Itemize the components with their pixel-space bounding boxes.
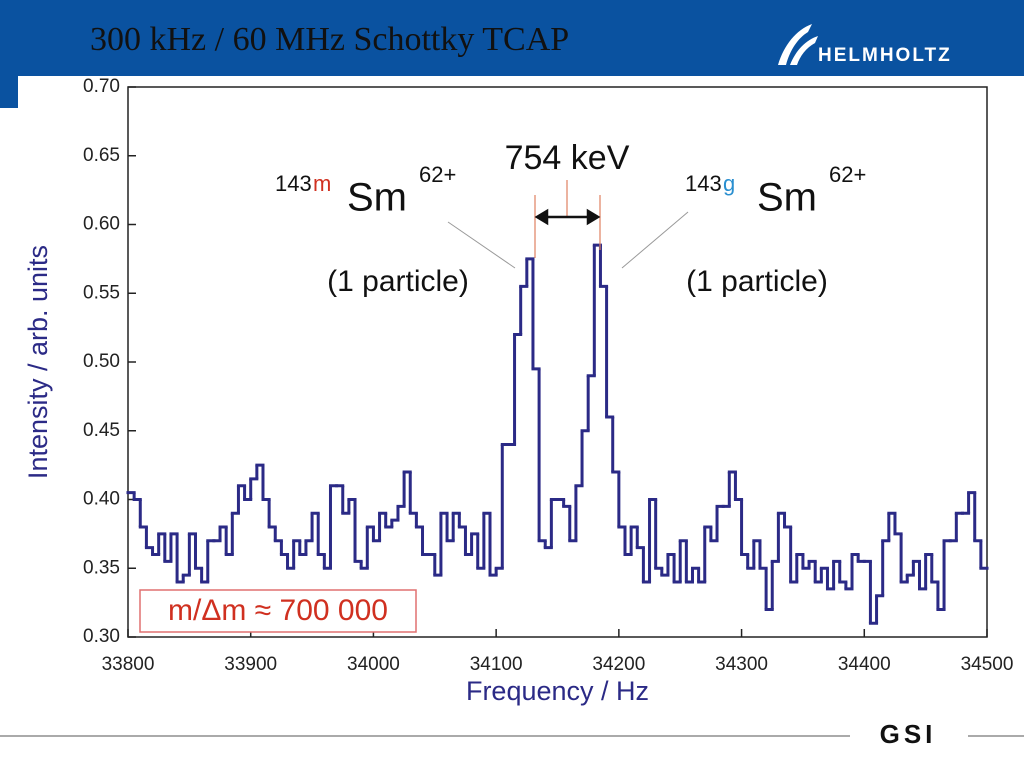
separation-label: 754 keV bbox=[505, 139, 630, 177]
y-tick-label: 0.50 bbox=[83, 351, 120, 372]
y-tick-label: 0.65 bbox=[83, 145, 120, 166]
x-tick-label: 34300 bbox=[715, 654, 768, 675]
x-tick-label: 34100 bbox=[470, 654, 523, 675]
y-axis-label: Intensity / arb. units bbox=[23, 245, 53, 479]
element: Sm bbox=[347, 176, 407, 220]
x-tick-label: 33800 bbox=[102, 654, 155, 675]
chart: 0.30 0.35 0.40 0.45 0.50 0.55 0.60 0.65 0.70 3380… bbox=[23, 76, 1013, 706]
mass-number: 143 bbox=[685, 171, 722, 196]
x-tick-label: 33900 bbox=[224, 654, 277, 675]
y-tick-label: 0.60 bbox=[83, 214, 120, 235]
charge-state: 62+ bbox=[419, 162, 456, 187]
charge-state: 62+ bbox=[829, 162, 866, 187]
leader-line bbox=[621, 211, 689, 269]
resolution-label: m/Δm ≈ 700 000 bbox=[168, 594, 388, 627]
y-tick-label: 0.45 bbox=[83, 420, 120, 441]
x-tick-label: 34200 bbox=[592, 654, 645, 675]
header-side bbox=[0, 76, 18, 108]
separation-arrow bbox=[534, 208, 601, 226]
x-axis-label: Frequency / Hz bbox=[466, 676, 649, 706]
x-tick-label: 34000 bbox=[347, 654, 400, 675]
y-tick-label: 0.35 bbox=[83, 557, 120, 578]
y-tick-label: 0.70 bbox=[83, 76, 120, 97]
y-tick-label: 0.40 bbox=[83, 489, 120, 510]
isomer-state: g bbox=[723, 171, 735, 196]
gsi-logo: GSI bbox=[880, 719, 937, 749]
y-tick-label: 0.30 bbox=[83, 626, 120, 647]
isomer-state: m bbox=[313, 171, 331, 196]
helmholtz-mark bbox=[778, 24, 818, 65]
slide-title: 300 kHz / 60 MHz Schottky TCAP bbox=[90, 21, 569, 58]
leader-line bbox=[447, 221, 516, 269]
mass-number: 143 bbox=[275, 171, 312, 196]
x-tick-label: 34500 bbox=[961, 654, 1014, 675]
header-band bbox=[0, 0, 1024, 76]
x-tick-label: 34400 bbox=[838, 654, 891, 675]
helmholtz-logo: HELMHOLTZ bbox=[818, 45, 952, 66]
element: Sm bbox=[757, 176, 817, 220]
particle-note: (1 particle) bbox=[327, 265, 469, 298]
y-tick-label: 0.55 bbox=[83, 282, 120, 303]
resolution-box bbox=[139, 589, 417, 633]
particle-note: (1 particle) bbox=[686, 265, 828, 298]
